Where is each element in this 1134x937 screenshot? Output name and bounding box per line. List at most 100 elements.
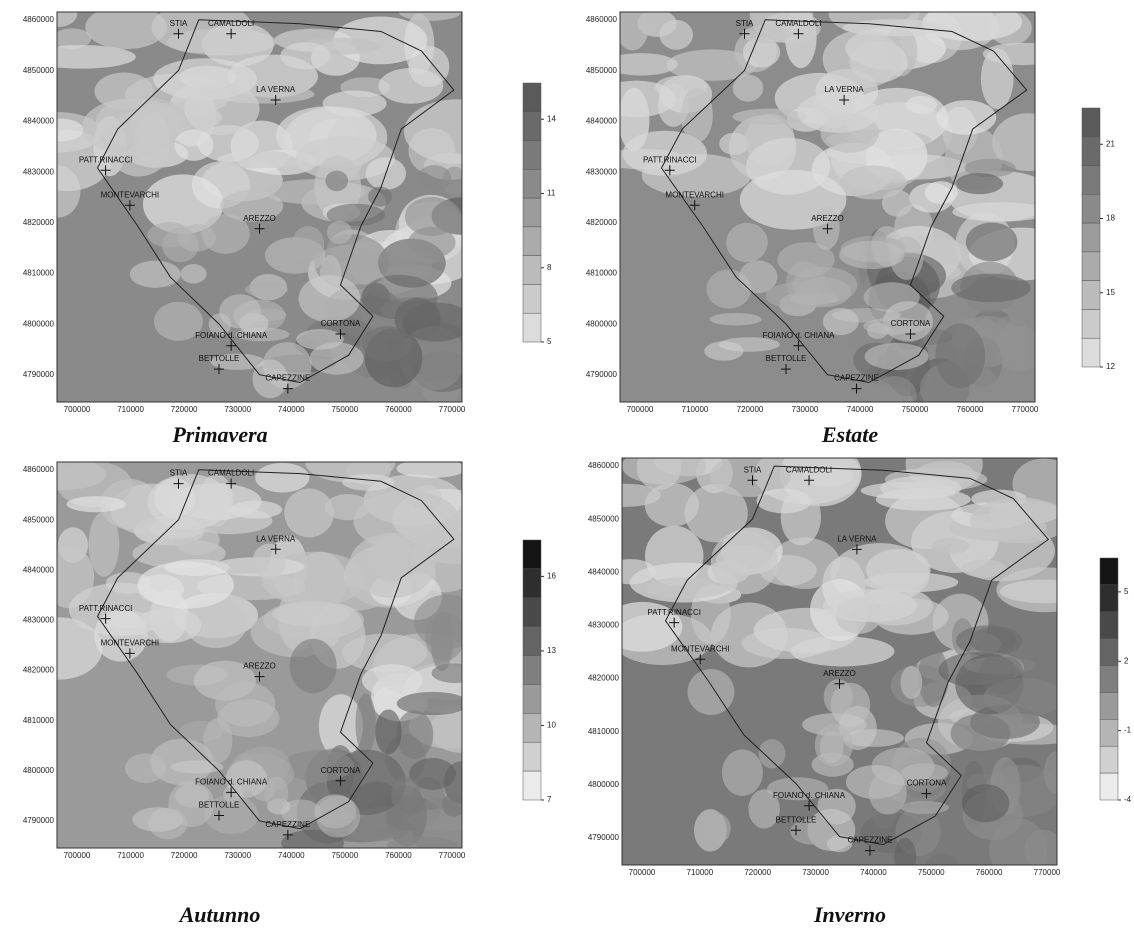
terrain	[245, 282, 288, 298]
terrain	[442, 794, 465, 817]
terrain	[316, 796, 360, 838]
terrain	[823, 30, 902, 88]
x-tick-label: 740000	[278, 851, 305, 860]
terrain	[865, 343, 929, 370]
x-tick-label: 700000	[64, 405, 91, 414]
colorbar-segment	[1082, 338, 1100, 367]
x-tick-label: 720000	[737, 405, 764, 414]
place-label: BETTOLLE	[199, 354, 240, 363]
colorbar-label: 5	[1124, 587, 1129, 596]
terrain	[951, 714, 1011, 753]
place-label: CAMALDOLI	[208, 469, 254, 478]
place-label: LA VERNA	[825, 85, 865, 94]
place-label: CAPEZZINE	[265, 820, 310, 829]
terrain	[935, 323, 985, 388]
panel-caption: Autunno	[178, 902, 261, 927]
figure: STIA CAMALDOLI LA VERNA PATT.RINACCI MONTEVA…	[0, 0, 1134, 932]
colorbar-segment	[523, 627, 541, 656]
colorbar-label: 18	[1106, 214, 1115, 223]
colorbar-segment	[1082, 108, 1100, 137]
colorbar-segment	[523, 656, 541, 685]
x-tick-label: 770000	[439, 405, 466, 414]
place-label: LA VERNA	[256, 534, 296, 543]
y-tick-label: 4790000	[588, 833, 620, 842]
y-tick-label: 4820000	[588, 674, 620, 683]
colorbar-segment	[1082, 309, 1100, 338]
x-tick-label: 730000	[802, 868, 829, 877]
terrain	[264, 777, 288, 810]
terrain	[272, 602, 350, 627]
panel-caption: Primavera	[171, 422, 267, 447]
x-tick-label: 740000	[278, 405, 305, 414]
y-tick-label: 4800000	[586, 319, 618, 328]
colorbar-label: 15	[1106, 288, 1115, 297]
terrain	[180, 264, 206, 283]
terrain	[952, 202, 1049, 221]
place-label: LA VERNA	[256, 85, 296, 94]
place-label: PATT.RINACCI	[79, 604, 132, 613]
terrain	[956, 173, 1003, 194]
place-label: STIA	[744, 465, 762, 474]
colorbar-label: 10	[547, 721, 556, 730]
panel-caption: Estate	[821, 422, 878, 447]
terrain	[996, 567, 1094, 612]
terrain	[906, 96, 937, 114]
x-tick-label: 750000	[918, 868, 945, 877]
place-label: CORTONA	[907, 779, 947, 788]
x-tick-label: 750000	[902, 405, 929, 414]
x-tick-label: 750000	[332, 405, 359, 414]
colorbar-segment	[1100, 666, 1118, 693]
terrain	[726, 223, 768, 262]
y-tick-label: 4800000	[23, 319, 55, 328]
place-label: PATT.RINACCI	[79, 155, 132, 164]
place-label: MONTEVARCHI	[101, 190, 160, 199]
y-tick-label: 4810000	[586, 269, 618, 278]
place-label: AREZZO	[243, 214, 275, 223]
place-label: CORTONA	[891, 319, 931, 328]
colorbar-label: 7	[547, 795, 552, 804]
x-tick-label: 710000	[117, 405, 144, 414]
place-label: FOIANO d. CHIANA	[762, 331, 835, 340]
colorbar-segment	[523, 83, 541, 112]
place-label: MONTEVARCHI	[671, 644, 730, 653]
colorbar-segment	[523, 141, 541, 170]
colorbar-segment	[1100, 585, 1118, 612]
colorbar-segment	[1100, 558, 1118, 585]
terrain	[82, 98, 184, 155]
colorbar-segment	[523, 569, 541, 598]
y-tick-label: 4810000	[588, 727, 620, 736]
terrain	[757, 489, 812, 514]
terrain	[255, 463, 309, 493]
colorbar-label: 16	[547, 572, 556, 581]
y-tick-label: 4830000	[23, 167, 55, 176]
terrain	[230, 501, 282, 519]
terrain	[880, 476, 961, 500]
y-tick-label: 4850000	[23, 66, 55, 75]
y-tick-label: 4820000	[23, 666, 55, 675]
colorbar-segment	[523, 227, 541, 256]
terrain	[310, 342, 364, 374]
colorbar-segment	[1100, 773, 1118, 800]
colorbar-segment	[523, 169, 541, 198]
terrain	[299, 275, 361, 322]
place-label: STIA	[170, 19, 188, 28]
x-tick-label: 770000	[439, 851, 466, 860]
terrain	[840, 165, 906, 199]
place-label: STIA	[170, 469, 188, 478]
terrain	[177, 224, 215, 252]
colorbar-segment	[523, 771, 541, 800]
terrain	[900, 666, 922, 699]
terrain	[325, 171, 348, 192]
y-tick-label: 4860000	[586, 15, 618, 24]
colorbar-label: 5	[547, 337, 552, 346]
y-tick-label: 4800000	[588, 780, 620, 789]
colorbar-label: 2	[1124, 656, 1129, 665]
colorbar-segment	[1100, 746, 1118, 773]
terrain	[645, 483, 699, 527]
x-tick-label: 700000	[629, 868, 656, 877]
y-tick-label: 4790000	[586, 370, 618, 379]
terrain	[711, 530, 778, 594]
x-tick-label: 740000	[847, 405, 874, 414]
place-label: CORTONA	[321, 766, 361, 775]
colorbar-segment	[523, 198, 541, 227]
